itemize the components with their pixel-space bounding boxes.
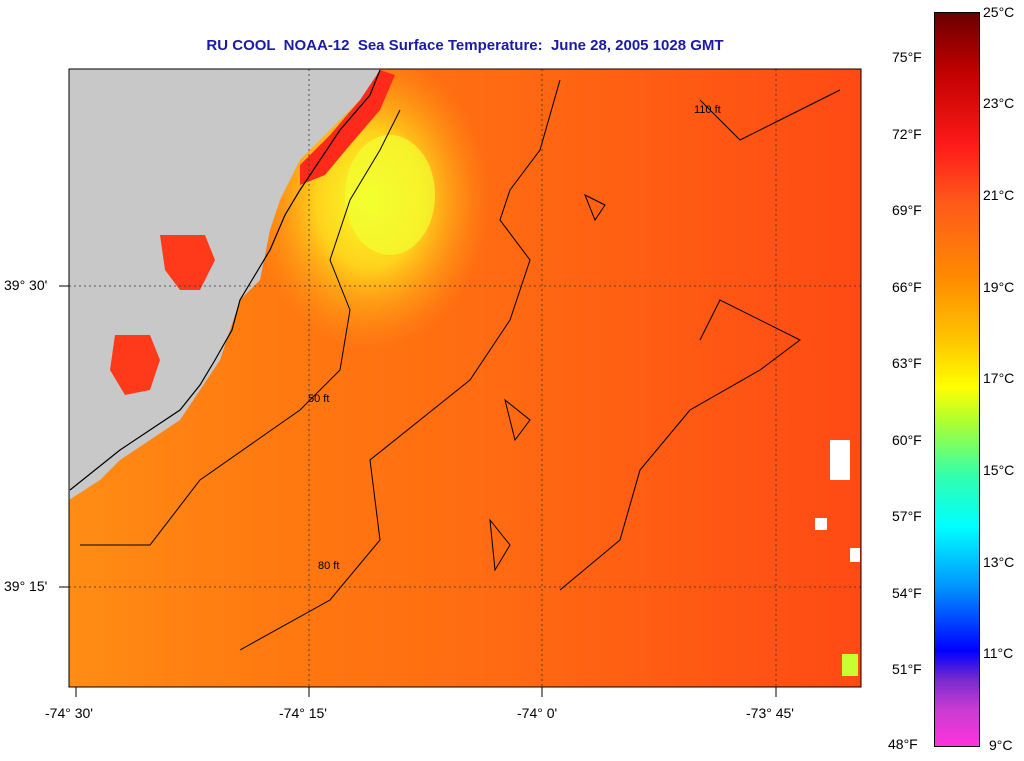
contour-label-80ft: 80 ft	[318, 560, 340, 572]
cool-patch-east	[842, 654, 858, 676]
colorbar-label-f: 75°F	[892, 49, 922, 65]
colorbar-label-f: 57°F	[892, 508, 922, 524]
colorbar-label-c: 17°C	[983, 370, 1015, 386]
cloud-patch-3	[850, 548, 860, 562]
contour-shoal-2	[584, 193, 606, 222]
cool-upwelling-core	[345, 135, 435, 255]
colorbar-label-f: 51°F	[892, 661, 922, 677]
contour-80ft	[239, 79, 561, 651]
colorbar-label-c: 13°C	[983, 554, 1015, 570]
colorbar-label-c: 23°C	[983, 95, 1015, 111]
colorbar-label-f: 54°F	[892, 585, 922, 601]
colorbar-label-c: 19°C	[983, 279, 1015, 295]
contour-label-50ft: 50 ft	[308, 393, 330, 405]
graticule	[69, 69, 861, 687]
depth-contours	[69, 69, 841, 651]
plot-frame	[68, 68, 862, 688]
contour-label-110ft: 110 ft	[694, 104, 721, 116]
y-tick-label: 39° 15'	[4, 578, 48, 594]
bay-red-patch	[110, 335, 160, 395]
colorbar-label-c: 15°C	[983, 462, 1015, 478]
contour-110ft-a	[559, 299, 801, 591]
x-tick-label: -74° 30'	[45, 705, 93, 721]
colorbar-label-f: 72°F	[892, 126, 922, 142]
contour-50ft	[80, 109, 401, 546]
colorbar-label-c: 25°C	[983, 4, 1015, 20]
inlet-red-patch	[160, 235, 215, 290]
barrier-island-red	[300, 70, 395, 185]
sst-map	[59, 68, 862, 697]
coastline	[69, 69, 381, 491]
y-tick-marks	[59, 285, 69, 588]
x-tick-label: -74° 15'	[279, 705, 327, 721]
contour-shoal	[504, 398, 531, 442]
cloud-patch-1	[830, 440, 850, 480]
colorbar-label-f: 66°F	[892, 279, 922, 295]
land	[69, 69, 380, 500]
map-title: RU COOL NOAA-12 Sea Surface Temperature:…	[206, 37, 724, 54]
temperature-colorbar	[934, 12, 980, 747]
colorbar-label-f: 48°F	[888, 736, 918, 752]
contour-110ft-c	[489, 518, 511, 572]
colorbar-label-c: 11°C	[983, 645, 1014, 661]
colorbar-label-f: 63°F	[892, 355, 922, 371]
x-tick-label: -73° 45'	[746, 705, 794, 721]
cloud-patch-2	[815, 518, 827, 530]
contour-110ft-b	[699, 89, 841, 141]
x-tick-label: -74° 0'	[517, 705, 558, 721]
colorbar-label-c: 9°C	[989, 737, 1013, 753]
y-tick-label: 39° 30'	[4, 277, 48, 293]
colorbar-label-f: 69°F	[892, 202, 922, 218]
colorbar-label-f: 60°F	[892, 432, 922, 448]
colorbar-label-c: 21°C	[983, 187, 1015, 203]
x-tick-marks	[75, 687, 777, 697]
